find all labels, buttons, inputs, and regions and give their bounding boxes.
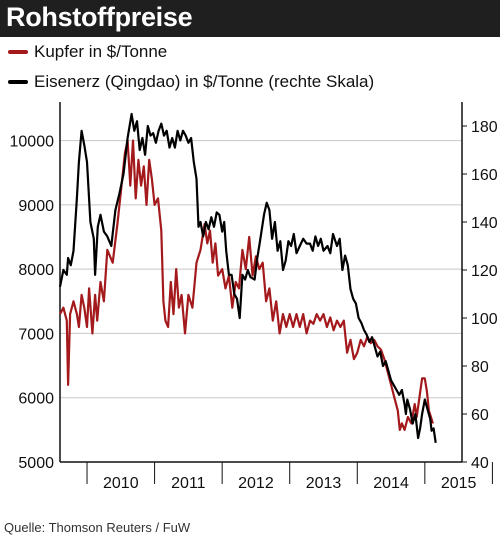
y-right-tick-label: 80	[471, 359, 489, 376]
x-tick-label: 2011	[171, 475, 206, 492]
series-line-copper	[59, 139, 434, 431]
x-tick-label: 2012	[238, 475, 274, 492]
y-right-tick-label: 60	[471, 407, 489, 424]
source-note: Quelle: Thomson Reuters / FuW	[4, 520, 191, 535]
y-right-tick-label: 120	[471, 263, 498, 280]
y-left-tick-label: 7000	[18, 326, 54, 343]
title-bar: Rohstoffpreise	[0, 0, 500, 37]
y-right-tick-label: 40	[471, 455, 489, 472]
legend-label-iron-ore: Eisenerz (Qingdao) in $/Tonne (rechte Sk…	[34, 72, 375, 91]
legend-item-iron-ore: Eisenerz (Qingdao) in $/Tonne (rechte Sk…	[8, 72, 374, 92]
y-right-tick-label: 100	[471, 311, 498, 328]
legend-label-copper: Kupfer in $/Tonne	[34, 42, 168, 61]
y-left-tick-label: 8000	[18, 262, 54, 279]
x-tick-label: 2010	[103, 475, 139, 492]
y-left-tick-label: 5000	[18, 455, 54, 472]
legend-item-copper: Kupfer in $/Tonne	[8, 42, 167, 62]
chart-title: Rohstoffpreise	[6, 2, 193, 32]
x-tick-label: 2014	[373, 475, 409, 492]
x-tick-label: 2015	[441, 475, 477, 492]
x-tick-label: 2013	[306, 475, 342, 492]
series-line-iron-ore	[58, 112, 437, 443]
y-right-tick-label: 160	[471, 167, 498, 184]
y-left-tick-label: 10000	[10, 134, 55, 151]
y-right-tick-label: 180	[471, 119, 498, 136]
legend-swatch-copper	[8, 50, 28, 54]
y-left-tick-label: 9000	[18, 198, 54, 215]
y-right-tick-label: 140	[471, 215, 498, 232]
legend-swatch-iron-ore	[8, 80, 28, 84]
y-left-tick-label: 6000	[18, 391, 54, 408]
